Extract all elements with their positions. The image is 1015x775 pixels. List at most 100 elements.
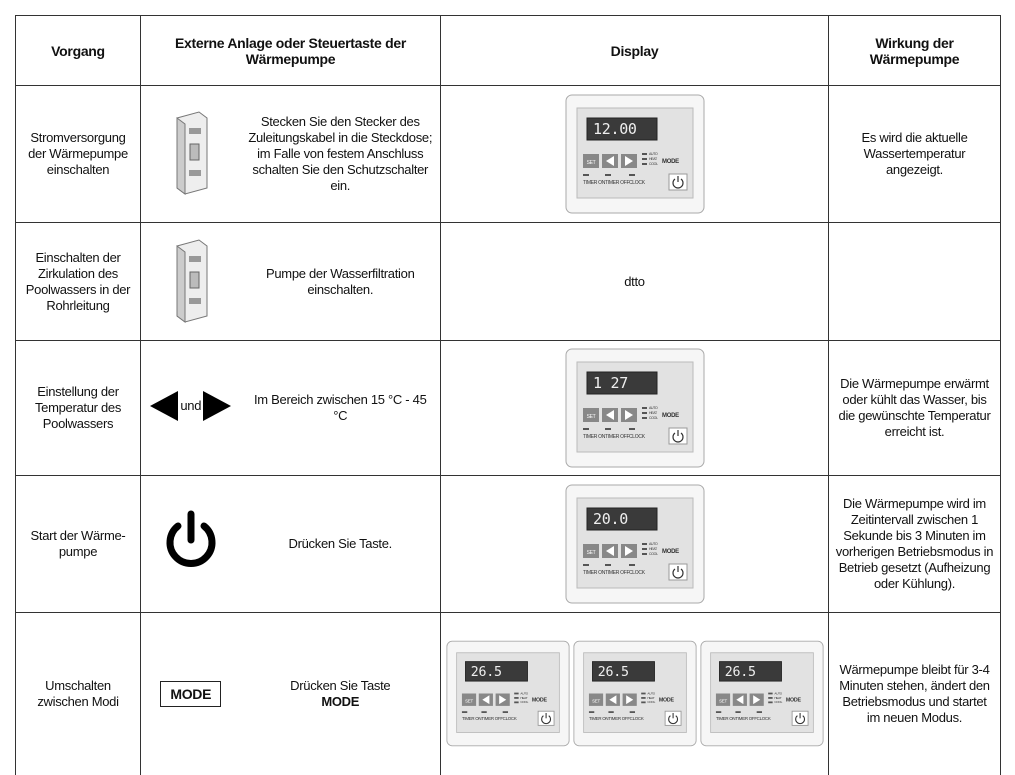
instruction-text: Stecken Sie den Stecker des Zuleitungska…	[248, 114, 433, 193]
mode-label: MODE	[662, 549, 679, 555]
mode-led	[513, 701, 519, 704]
lcd	[464, 661, 528, 682]
display-cell: 20.0 SET AUTO HEAT COOL MODE TIMER ON TIMER OFF…	[440, 475, 829, 613]
header-cell: Vorgang	[15, 15, 141, 86]
breaker-lever	[189, 271, 200, 288]
lcd	[718, 661, 782, 682]
arrow-shape	[203, 391, 232, 421]
table-row: Umschalten zwischen Modi MODE Drücken Sie …	[15, 612, 1001, 775]
mode-led-label: AUTO	[649, 152, 658, 156]
timer-led	[604, 174, 611, 176]
mode-led	[767, 692, 773, 695]
action-cell: Einstellung der Temperatur des Poolwasse…	[15, 340, 141, 476]
display-cell: 1 27 SET AUTO HEAT COOL MODE TIMER ON TIMER OFF…	[440, 340, 829, 476]
timer-led	[461, 711, 467, 714]
mode-led	[641, 553, 647, 555]
timer-label: CLOCK	[629, 716, 643, 721]
left-glyph	[608, 695, 616, 705]
mode-led-label: AUTO	[647, 692, 655, 696]
timer-led	[480, 711, 487, 714]
right-glyph	[498, 695, 506, 705]
right-arrow	[203, 391, 232, 421]
set-label: SET	[586, 414, 595, 420]
timer-led	[607, 711, 614, 714]
breaker-icon	[176, 238, 208, 323]
power-glyph	[671, 568, 684, 579]
timer-label: TIMER ON	[583, 434, 606, 440]
lcd-reading: 20.0	[593, 510, 628, 528]
mode-led-label: AUTO	[774, 692, 782, 696]
set-label: SET	[586, 160, 595, 166]
header-cell: Display	[440, 15, 829, 86]
display-cell: 12.00 SET AUTO HEAT COOL MODE TIMER ON TIMER OF…	[440, 85, 829, 223]
lcd-reading: 1 27	[593, 374, 628, 392]
set-button	[715, 693, 730, 707]
mode-led	[767, 697, 773, 700]
power-arc	[166, 522, 216, 567]
set-button	[582, 154, 599, 168]
effect-cell	[828, 222, 1001, 341]
timer-label: CLOCK	[502, 716, 516, 721]
lcd-reading: 26.5	[597, 665, 628, 680]
power-glyph	[540, 715, 551, 725]
mode-label: MODE	[662, 159, 679, 165]
timer-label: TIMER OFF	[481, 716, 503, 721]
instruction-cell: Drücken Sie Taste.	[240, 475, 441, 613]
timer-label: TIMER OFF	[605, 570, 629, 576]
header-row: Vorgang Externe Anlage oder Steuertaste …	[15, 15, 1001, 86]
effect-text: Wärmepumpe bleibt für 3-4 Minuten stehen…	[839, 661, 990, 725]
power-glyph	[671, 178, 684, 189]
instruction-cell: Stecken Sie den Stecker des Zuleitungska…	[240, 85, 441, 223]
power-glyph	[667, 715, 678, 725]
timer-label: TIMER ON	[461, 716, 480, 721]
breaker-slot	[188, 170, 201, 176]
timer-label: TIMER OFF	[605, 434, 629, 440]
left-glyph	[605, 156, 614, 166]
timer-led	[588, 711, 594, 714]
effect-cell: Wärmepumpe bleibt für 3-4 Minuten stehen…	[828, 612, 1001, 775]
mode-led-label: HEAT	[520, 696, 527, 700]
mode-led-label: COOL	[649, 416, 658, 420]
mode-led	[641, 407, 647, 409]
mode-led-label: HEAT	[649, 157, 658, 161]
lcd-reading: 26.5	[470, 665, 501, 680]
mode-led	[767, 701, 773, 704]
left-glyph	[605, 546, 614, 556]
control-icon-cell	[140, 475, 241, 613]
mode-label: MODE	[662, 413, 679, 419]
effect-text: Die Wärmepumpe erwärmt oder kühlt das Wa…	[838, 376, 991, 439]
lcd-reading: 12.00	[593, 120, 637, 138]
set-label: SET	[586, 550, 595, 556]
timer-label: TIMER OFF	[605, 180, 629, 186]
timer-led	[582, 564, 589, 566]
mode-led-label: COOL	[647, 700, 655, 704]
timer-led	[628, 564, 635, 566]
right-glyph	[752, 695, 760, 705]
header-cell: Externe Anlage oder Steuertaste der Wärm…	[140, 15, 441, 86]
control-icon-cell: und	[140, 340, 241, 476]
breaker-side	[176, 244, 186, 323]
set-label: SET	[465, 699, 473, 704]
set-label: SET	[719, 699, 727, 704]
effect-cell: Es wird die aktuelle Wassertemperatur an…	[828, 85, 1001, 223]
timer-label: CLOCK	[629, 570, 646, 576]
power-glyph	[671, 432, 684, 443]
timer-led	[629, 711, 635, 714]
timer-label: TIMER ON	[583, 570, 606, 576]
panel-group: 26.5 SET AUTO HEAT COOL MODE TIMER ON TIMER OFF…	[441, 640, 828, 747]
mode-led-label: AUTO	[649, 406, 658, 410]
timer-led	[628, 174, 635, 176]
timer-label: TIMER ON	[583, 180, 606, 186]
set-button	[582, 544, 599, 558]
instruction-cell: Pumpe der Wasserfiltration einschalten.	[240, 222, 441, 341]
instruction-text: Pumpe der Wasserfiltration einschalten.	[266, 265, 415, 297]
lcd	[586, 371, 657, 395]
effect-cell: Die Wärmepumpe wird im Zeitintervall zwi…	[828, 475, 1001, 613]
control-icon-cell	[140, 85, 241, 223]
lcd	[586, 117, 657, 141]
panel-group: 12.00 SET AUTO HEAT COOL MODE TIMER ON TIMER OF…	[441, 94, 828, 214]
display-text: dtto	[624, 273, 645, 289]
table-body: Stromversorgung der Wärmepumpe einschalt…	[15, 85, 1001, 775]
